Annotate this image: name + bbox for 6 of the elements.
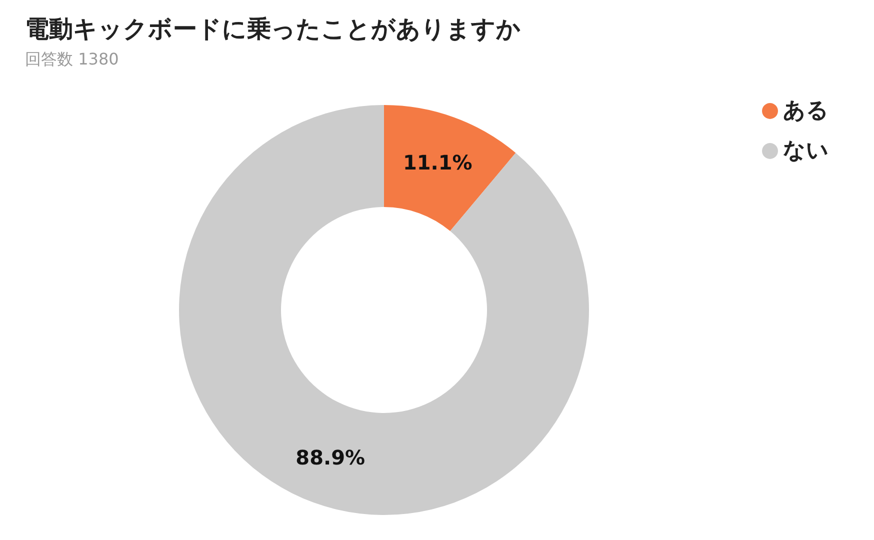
legend-label: ない bbox=[783, 138, 829, 164]
chart-subtitle: 回答数 1380 bbox=[25, 50, 119, 68]
data-label: 88.9% bbox=[296, 446, 366, 470]
chart-title: 電動キックボードに乗ったことがありますか bbox=[25, 15, 521, 43]
data-label: 11.1% bbox=[402, 150, 472, 174]
legend-label: ある bbox=[783, 98, 829, 124]
